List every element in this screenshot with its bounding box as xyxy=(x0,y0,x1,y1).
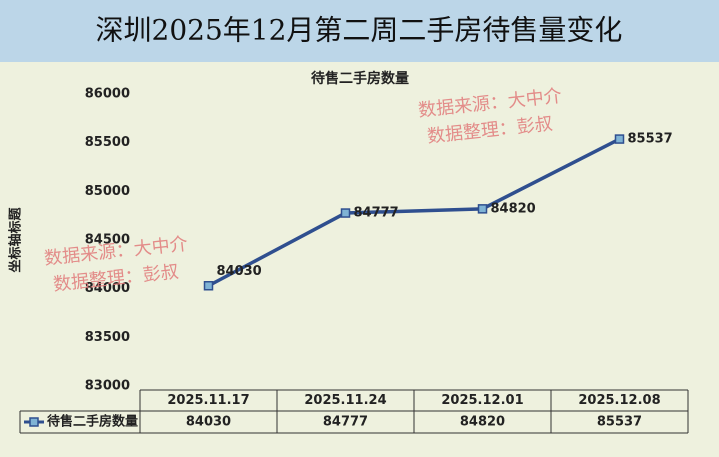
table-value: 84820 xyxy=(460,415,505,430)
marker xyxy=(477,204,488,214)
series-line xyxy=(207,137,621,288)
y-tick-label: 84000 xyxy=(85,281,130,296)
legend-marker xyxy=(29,417,39,427)
chart-title: 待售二手房数量 xyxy=(311,70,409,87)
marker xyxy=(340,208,351,218)
data-label: 84820 xyxy=(491,201,536,216)
data-label: 85537 xyxy=(628,132,673,147)
legend-label: 待售二手房数量 xyxy=(46,414,138,430)
x-tick-label: 2025.12.01 xyxy=(441,393,523,408)
data-label: 84030 xyxy=(217,264,262,279)
y-tick-label: 86000 xyxy=(85,87,130,102)
title-banner xyxy=(0,0,719,62)
y-tick-label: 85000 xyxy=(85,184,130,199)
x-tick-label: 2025.12.08 xyxy=(578,393,660,408)
x-tick-label: 2025.11.24 xyxy=(304,393,386,408)
main-title: 深圳2025年12月第二周二手房待售量变化 xyxy=(96,14,623,47)
y-tick-label: 84500 xyxy=(85,233,130,248)
y-tick-label: 83500 xyxy=(85,330,130,345)
y-axis-title: 坐标轴标题 xyxy=(8,207,24,273)
y-tick-label: 83000 xyxy=(85,379,130,394)
table-value: 84030 xyxy=(186,415,231,430)
y-tick-label: 85500 xyxy=(85,135,130,150)
x-tick-label: 2025.11.17 xyxy=(167,393,249,408)
table-value: 85537 xyxy=(597,415,642,430)
data-label: 84777 xyxy=(354,206,399,221)
marker xyxy=(614,134,625,144)
table-value: 84777 xyxy=(323,415,368,430)
marker xyxy=(203,280,214,291)
